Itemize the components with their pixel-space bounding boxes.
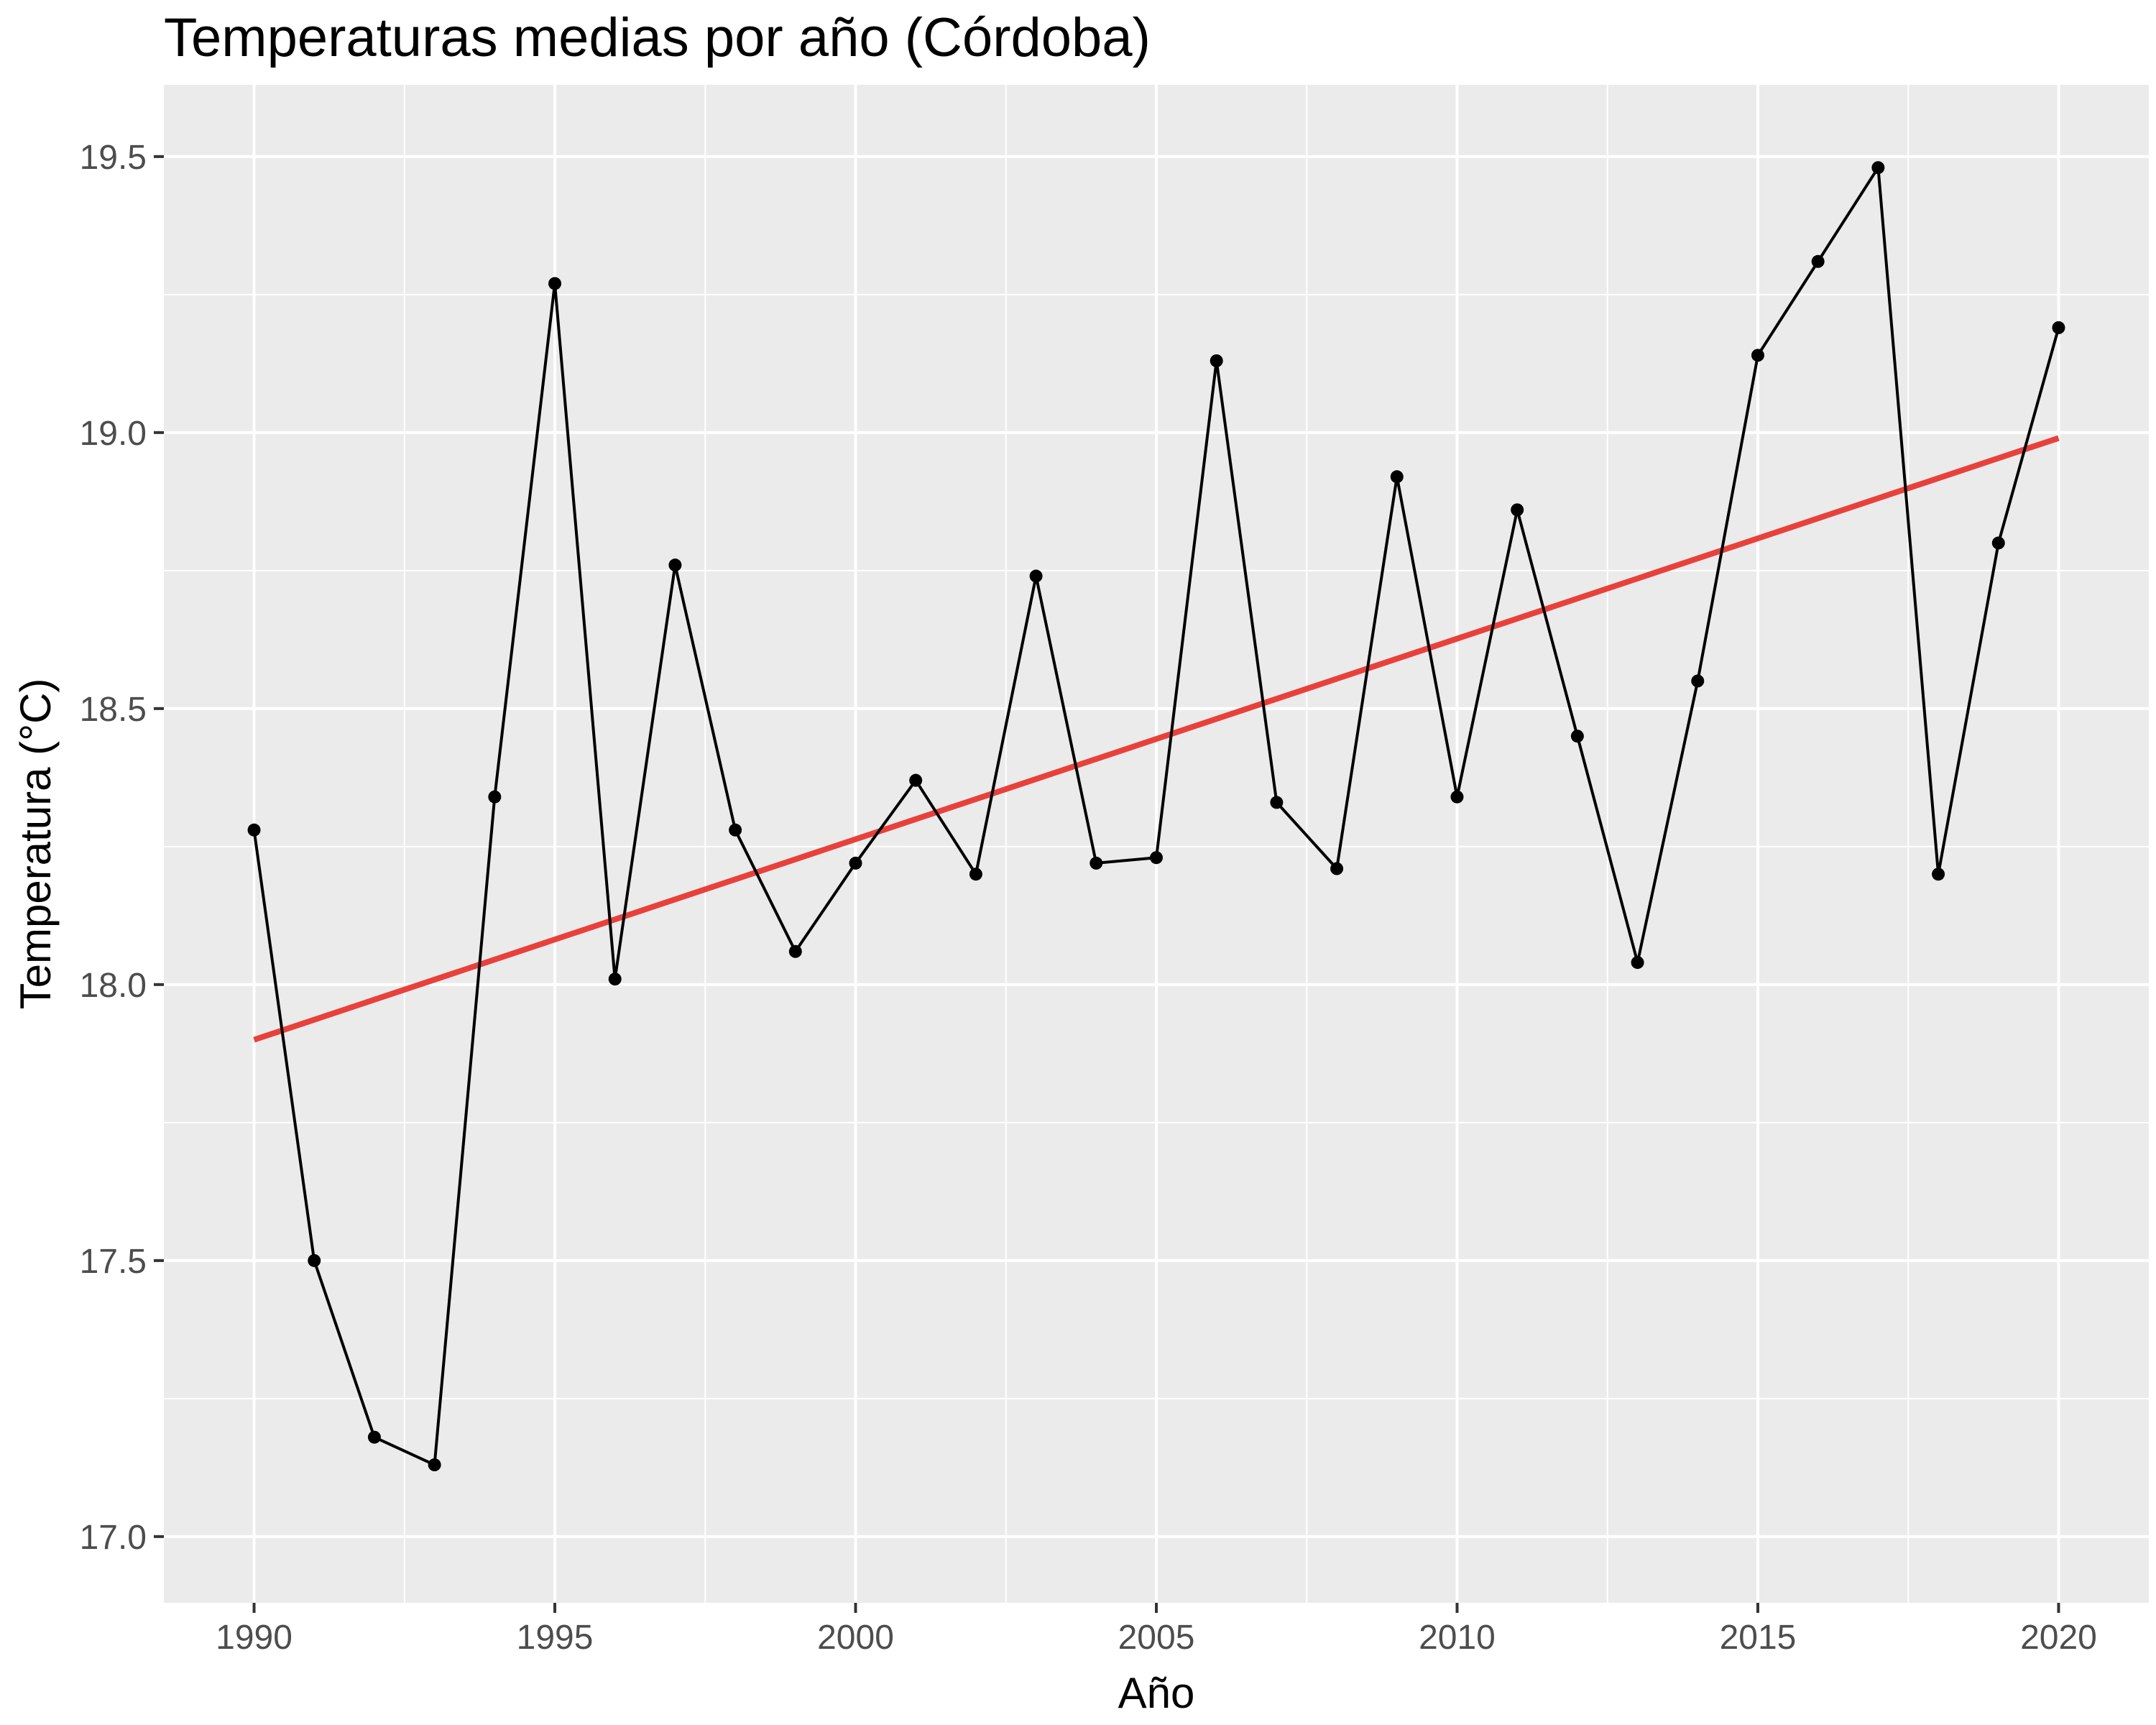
data-point	[1932, 868, 1945, 881]
data-point	[247, 823, 261, 837]
data-point	[1751, 349, 1764, 362]
data-point	[488, 790, 502, 804]
x-tick-label: 2010	[1419, 1619, 1496, 1657]
x-tick-label: 2015	[1720, 1619, 1797, 1657]
y-tick-label: 17.0	[80, 1519, 147, 1557]
y-tick-label: 19.0	[80, 415, 147, 453]
data-point	[1330, 862, 1344, 875]
data-point	[308, 1254, 321, 1267]
data-point	[1210, 354, 1223, 367]
x-tick-label: 2000	[817, 1619, 894, 1657]
data-point	[1511, 503, 1524, 517]
chart-title: Temperaturas medias por año (Córdoba)	[164, 7, 1151, 68]
data-point	[428, 1458, 441, 1471]
trend-line	[253, 435, 2060, 1043]
points-group	[247, 161, 2065, 1471]
data-point	[1570, 730, 1584, 743]
x-tick-labels: 1990 1995 2000 2005 2010 2015 2020	[216, 1619, 2097, 1657]
x-tick-label: 1990	[216, 1619, 292, 1657]
data-point	[668, 558, 682, 572]
data-point	[1270, 796, 1284, 809]
data-point	[1871, 161, 1885, 175]
major-gridlines	[164, 85, 2149, 1603]
data-point	[548, 277, 562, 290]
data-point	[2052, 321, 2065, 334]
x-tick-label: 2020	[2020, 1619, 2097, 1657]
data-point	[1691, 674, 1705, 688]
data-point	[1390, 470, 1404, 484]
data-point	[1811, 254, 1825, 268]
x-axis-title: Año	[1118, 1669, 1195, 1717]
data-point	[729, 823, 742, 837]
y-axis-title: Temperatura (°C)	[11, 678, 60, 1010]
data-point	[1631, 956, 1644, 970]
data-point	[608, 972, 622, 986]
data-point	[909, 773, 923, 787]
data-point	[1029, 569, 1043, 583]
y-tick-label: 17.5	[80, 1243, 147, 1281]
y-tick-labels: 17.0 17.5 18.0 18.5 19.0 19.5	[80, 139, 147, 1557]
data-point	[849, 856, 862, 870]
x-tick-label: 1995	[517, 1619, 594, 1657]
data-point	[1450, 790, 1464, 804]
y-tick-label: 19.5	[80, 139, 147, 177]
data-point	[1089, 856, 1103, 870]
trend-line-group	[253, 435, 2060, 1043]
data-point	[1150, 851, 1163, 865]
x-tick-label: 2005	[1118, 1619, 1195, 1657]
y-tick-label: 18.5	[80, 691, 147, 729]
data-point	[788, 944, 802, 958]
data-point	[1991, 536, 2005, 550]
data-point	[367, 1430, 381, 1444]
axis-ticks	[154, 155, 2060, 1613]
data-point	[969, 868, 982, 881]
y-tick-label: 18.0	[80, 967, 147, 1005]
